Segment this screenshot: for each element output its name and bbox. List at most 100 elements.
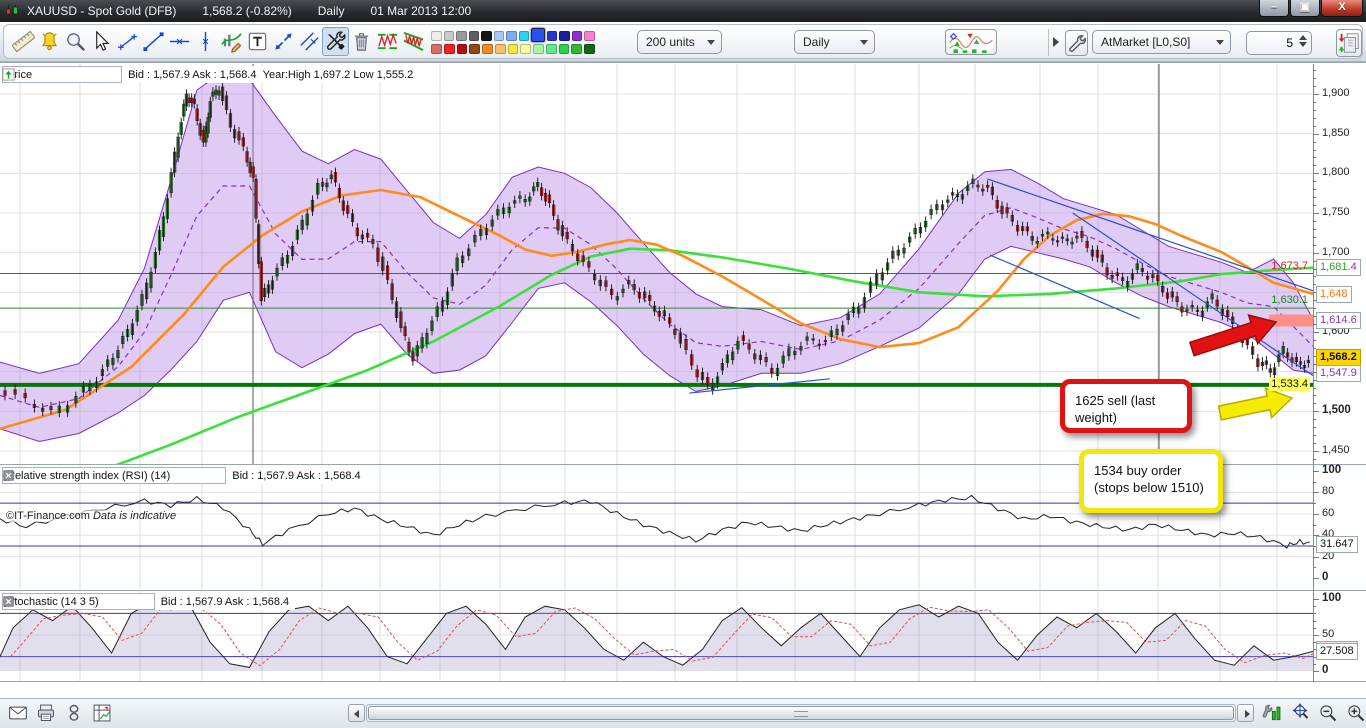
price-axis-tick: 1,450 xyxy=(1322,444,1350,456)
trash-tool-button[interactable] xyxy=(348,27,375,56)
color-swatch[interactable] xyxy=(431,31,442,41)
chart-area: Price Bid : 1,567.9 Ask : 1,568.4 Year:H… xyxy=(0,62,1366,698)
spin-down-icon[interactable] xyxy=(1299,42,1307,47)
zoom-in-icon[interactable] xyxy=(1346,703,1366,723)
color-swatch[interactable] xyxy=(444,44,455,54)
buy-annotation[interactable]: 1534 buy order (stops below 1510) xyxy=(1079,449,1223,513)
scroll-left-button[interactable] xyxy=(348,704,365,722)
scrollbar-track[interactable] xyxy=(366,704,1236,722)
close-icon[interactable] xyxy=(70,68,83,81)
chart-table-icon[interactable] xyxy=(92,703,112,723)
stochastic-axis-tick: 50 xyxy=(1322,628,1334,640)
rsi-axis-tick: 0 xyxy=(1322,571,1328,583)
quantity-value: 5 xyxy=(1286,36,1293,50)
wrench-icon[interactable] xyxy=(103,595,116,608)
color-swatch[interactable] xyxy=(469,31,480,41)
email-icon[interactable] xyxy=(8,703,28,723)
color-swatch[interactable] xyxy=(457,44,468,54)
color-swatch[interactable] xyxy=(495,44,506,54)
pattern-detector-button[interactable] xyxy=(945,29,997,55)
zoom-magnifier-tool-button[interactable] xyxy=(62,27,89,56)
buy-annotation-text: 1534 buy order (stops below 1510) xyxy=(1094,463,1204,495)
restore-button[interactable]: ▣ xyxy=(1290,0,1320,17)
order-type-select[interactable]: AtMarket [L0,S0] xyxy=(1092,30,1231,54)
ruler-tool-button[interactable] xyxy=(10,27,37,56)
color-swatch[interactable] xyxy=(431,44,442,54)
close-icon[interactable] xyxy=(208,469,221,482)
price-panel-header: Price Bid : 1,567.9 Ask : 1,568.4 Year:H… xyxy=(2,66,419,83)
tools-settings-tool-button[interactable] xyxy=(322,27,349,56)
color-swatch[interactable] xyxy=(533,44,544,54)
color-swatch[interactable] xyxy=(584,31,595,41)
window-icon[interactable] xyxy=(120,595,133,608)
text-tool-tool-button[interactable] xyxy=(244,27,271,56)
attach-icon[interactable] xyxy=(64,703,84,723)
color-swatch[interactable] xyxy=(547,31,558,41)
color-swatch[interactable] xyxy=(508,44,519,54)
wrench-icon[interactable] xyxy=(174,469,187,482)
window-icon[interactable] xyxy=(53,68,66,81)
color-swatch[interactable] xyxy=(559,31,570,41)
copyright-notice: ©IT-Finance.com Data is indicative xyxy=(6,510,176,522)
order-ticket-button[interactable] xyxy=(1336,29,1362,57)
parallel-lines-tool-button[interactable] xyxy=(296,27,323,56)
panel-separator xyxy=(0,681,1366,682)
arrow-down-red-icon[interactable] xyxy=(87,68,100,81)
color-swatch[interactable] xyxy=(456,31,467,41)
color-swatch[interactable] xyxy=(584,44,595,54)
color-swatch[interactable] xyxy=(520,44,531,54)
wrench-icon[interactable] xyxy=(36,68,49,81)
color-swatch[interactable] xyxy=(519,31,530,41)
rsi-current-value: 31.647 xyxy=(1316,536,1358,553)
print-icon[interactable] xyxy=(36,703,56,723)
color-palette xyxy=(428,28,598,57)
close-icon[interactable] xyxy=(137,595,150,608)
trendline-tool-button[interactable] xyxy=(140,27,167,56)
chevron-down-icon xyxy=(1216,40,1224,45)
arrow-up-green-icon[interactable] xyxy=(104,68,117,81)
color-swatch[interactable] xyxy=(559,44,570,54)
scrollbar-thumb[interactable] xyxy=(368,706,1234,720)
order-settings-button[interactable] xyxy=(1065,30,1088,56)
units-select[interactable]: 200 units xyxy=(637,30,722,54)
color-swatch[interactable] xyxy=(494,31,505,41)
color-swatch[interactable] xyxy=(506,31,517,41)
spin-up-icon[interactable] xyxy=(1299,35,1307,40)
horizontal-line-tool-button[interactable] xyxy=(166,27,193,56)
free-arrow-tool-button[interactable] xyxy=(270,27,297,56)
panel-separator[interactable] xyxy=(0,590,1366,591)
window-icon[interactable] xyxy=(191,469,204,482)
color-swatch[interactable] xyxy=(572,31,583,41)
minimize-button[interactable]: – xyxy=(1259,0,1289,17)
period-select[interactable]: Daily xyxy=(794,30,875,54)
color-swatch[interactable] xyxy=(482,44,493,54)
stochastic-axis-tick: 0 xyxy=(1322,664,1328,676)
price-axis-tick: 1,800 xyxy=(1322,166,1350,178)
quantity-stepper[interactable]: 5 xyxy=(1246,31,1312,55)
vertical-line-tool-button[interactable] xyxy=(192,27,219,56)
order-type-value: AtMarket [L0,S0] xyxy=(1101,35,1190,49)
color-swatch[interactable] xyxy=(531,28,544,42)
chart-edit-tool-button[interactable] xyxy=(218,27,245,56)
scroll-right-button[interactable] xyxy=(1237,704,1254,722)
scrollbar-grip xyxy=(794,711,808,717)
sell-annotation[interactable]: 1625 sell (last weight) xyxy=(1060,379,1192,433)
time-scrollbar[interactable] xyxy=(348,704,1254,722)
close-button[interactable]: X xyxy=(1321,0,1363,17)
instrument-title: XAUUSD - Spot Gold (DFB) xyxy=(27,4,176,18)
zoom-axes-icon[interactable] xyxy=(1290,703,1310,723)
chart-settings-icon[interactable] xyxy=(1262,703,1282,723)
segment-tool-button[interactable] xyxy=(114,27,141,56)
expand-arrow-icon[interactable] xyxy=(1053,37,1059,47)
rsi-panel-header: Relative strength index (RSI) (14) Bid :… xyxy=(2,467,367,484)
zoom-out-icon[interactable] xyxy=(1318,703,1338,723)
color-swatch[interactable] xyxy=(444,31,455,41)
color-swatch[interactable] xyxy=(546,44,557,54)
pointer-tool-button[interactable] xyxy=(88,27,115,56)
zigzag-pattern-tool-button[interactable] xyxy=(374,27,401,56)
color-swatch[interactable] xyxy=(481,31,492,41)
color-swatch[interactable] xyxy=(571,44,582,54)
color-swatch[interactable] xyxy=(469,44,480,54)
alarm-bell-tool-button[interactable] xyxy=(36,27,63,56)
channel-pattern-tool-button[interactable] xyxy=(400,27,427,56)
